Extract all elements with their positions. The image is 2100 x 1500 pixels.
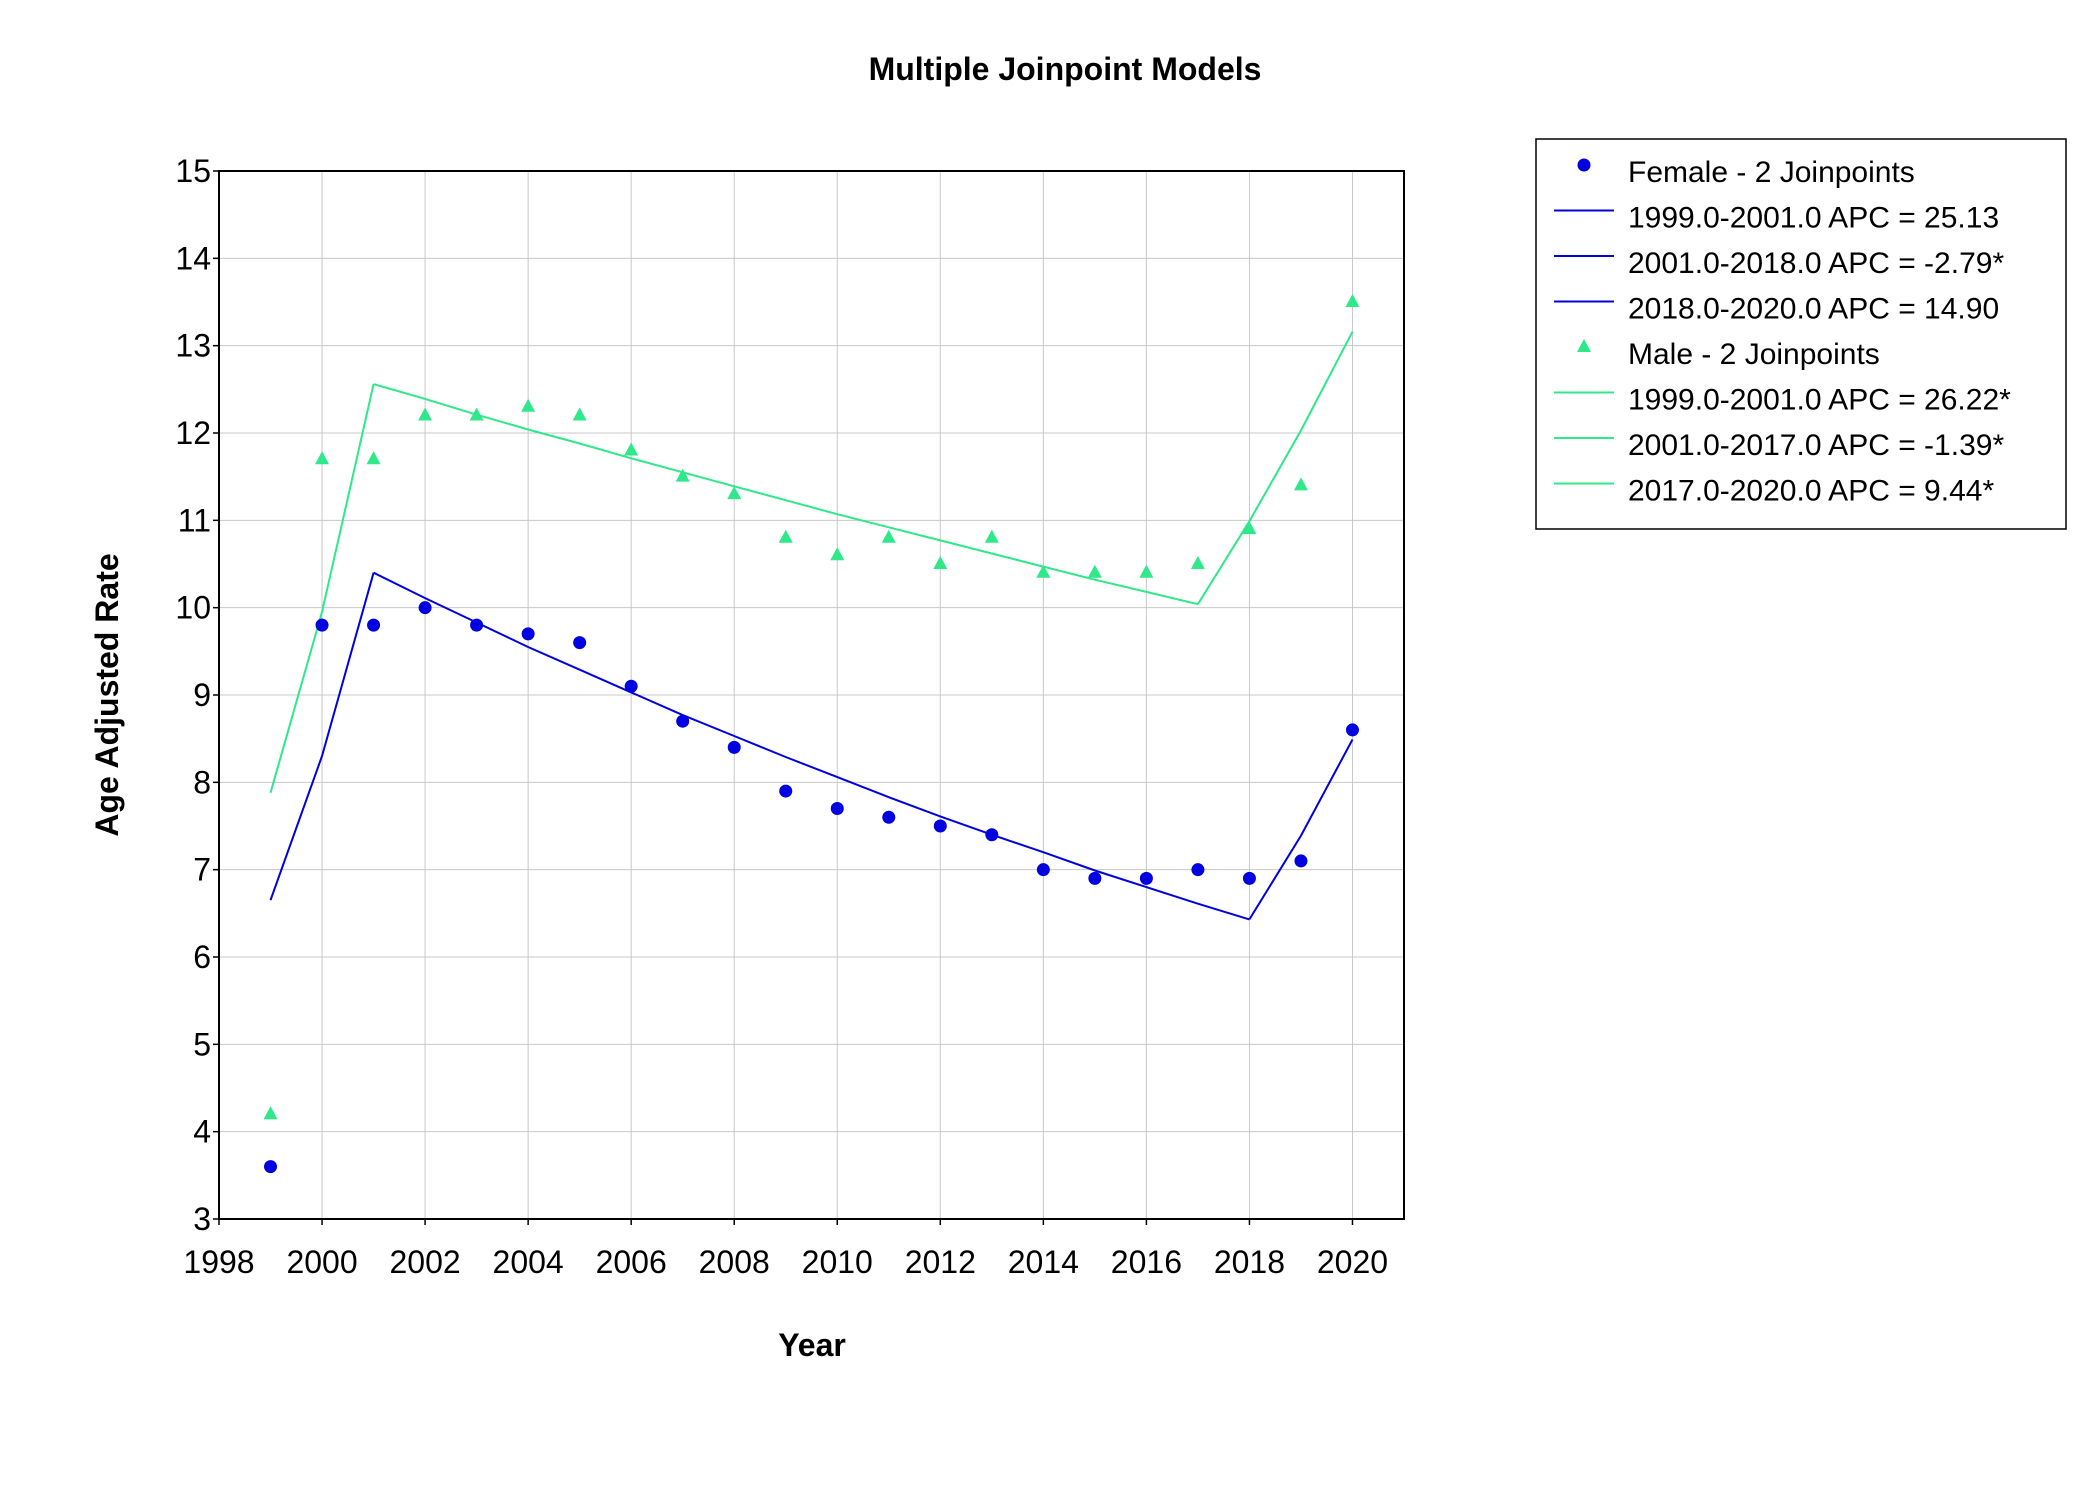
female-data-point bbox=[418, 601, 432, 615]
chart-title: Multiple Joinpoint Models bbox=[869, 51, 1262, 87]
y-tick-label: 14 bbox=[175, 240, 211, 276]
x-tick-label: 2012 bbox=[905, 1244, 976, 1280]
male-legend-marker bbox=[1577, 339, 1591, 352]
fit-lines bbox=[269, 331, 1354, 921]
x-tick-label: 2010 bbox=[802, 1244, 873, 1280]
y-tick-label: 15 bbox=[175, 153, 211, 189]
x-tick-label: 2004 bbox=[493, 1244, 564, 1280]
male-legend-segment-label: 2001.0-2017.0 APC = -1.39* bbox=[1628, 429, 2004, 462]
y-axis-title: Age Adjusted Rate bbox=[89, 553, 125, 836]
female-legend-segment-label: 2018.0-2020.0 APC = 14.90 bbox=[1628, 293, 1999, 326]
female-data-point bbox=[933, 819, 947, 833]
male-data-point bbox=[1190, 556, 1205, 569]
y-tick-label: 9 bbox=[193, 677, 211, 713]
female-data-point bbox=[264, 1160, 278, 1174]
male-data-point bbox=[727, 486, 742, 500]
male-legend-segment-label: 2017.0-2020.0 APC = 9.44* bbox=[1628, 475, 1994, 508]
y-tick-label: 8 bbox=[193, 764, 211, 800]
male-data-point bbox=[984, 529, 999, 543]
male-data-point bbox=[418, 407, 433, 421]
x-axis-title: Year bbox=[778, 1327, 846, 1363]
legend-box bbox=[1535, 138, 2067, 530]
x-tick-label: 2006 bbox=[596, 1244, 667, 1280]
y-tick-label: 10 bbox=[175, 590, 211, 626]
y-tick-label: 5 bbox=[193, 1026, 211, 1062]
male-data-point bbox=[1087, 564, 1102, 578]
y-axis-ticks: 3 4 5 6 7 8 9 10 11 12 13 14 15 bbox=[175, 153, 219, 1237]
y-tick-label: 11 bbox=[178, 502, 211, 538]
female-data-point bbox=[1036, 863, 1050, 877]
female-data-point bbox=[985, 828, 999, 842]
male-data-point bbox=[1139, 564, 1154, 578]
observed-points bbox=[263, 294, 1360, 1174]
x-tick-label: 2002 bbox=[389, 1244, 460, 1280]
female-data-point bbox=[1139, 871, 1153, 885]
grid-lines bbox=[218, 170, 1404, 1220]
male-data-point bbox=[315, 451, 330, 465]
female-legend-segment-label: 2001.0-2018.0 APC = -2.79* bbox=[1628, 247, 2004, 280]
female-data-point bbox=[1294, 854, 1308, 868]
female-data-point bbox=[1191, 863, 1205, 877]
male-data-point bbox=[675, 468, 690, 482]
female-legend-segment-label: 1999.0-2001.0 APC = 25.13 bbox=[1628, 202, 1999, 235]
female-data-point bbox=[779, 784, 793, 798]
male-data-point bbox=[572, 407, 587, 421]
x-tick-label: 2014 bbox=[1008, 1244, 1079, 1280]
male-fit-segment bbox=[373, 383, 1199, 606]
legend: Female - 2 Joinpoints 1999.0-2001.0 APC =… bbox=[1535, 138, 2067, 530]
x-tick-label: 2020 bbox=[1317, 1244, 1388, 1280]
male-data-point bbox=[1242, 521, 1257, 535]
male-fit-segment bbox=[269, 383, 375, 794]
y-tick-label: 13 bbox=[175, 328, 211, 364]
legend-entries: Female - 2 Joinpoints 1999.0-2001.0 APC =… bbox=[1554, 156, 2011, 508]
female-data-point bbox=[727, 740, 741, 754]
x-tick-label: 1998 bbox=[183, 1244, 254, 1280]
male-data-point bbox=[1293, 477, 1308, 491]
male-data-point bbox=[881, 529, 896, 543]
female-data-point bbox=[676, 714, 690, 728]
male-data-point bbox=[366, 451, 381, 465]
female-data-point bbox=[573, 636, 587, 650]
female-legend-label: Female - 2 Joinpoints bbox=[1628, 156, 1915, 189]
female-data-point bbox=[882, 810, 896, 824]
x-axis-ticks: 1998 2000 2002 2004 2006 2008 2010 2012 2014 2016… bbox=[183, 1219, 1388, 1280]
y-tick-label: 6 bbox=[193, 939, 211, 975]
female-fit-segment bbox=[373, 571, 1250, 921]
x-tick-label: 2016 bbox=[1111, 1244, 1182, 1280]
female-data-point bbox=[624, 679, 638, 693]
female-data-point bbox=[470, 618, 484, 632]
female-fit-segment bbox=[1248, 739, 1354, 920]
x-tick-label: 2008 bbox=[699, 1244, 770, 1280]
female-fit-segment bbox=[269, 572, 375, 901]
male-data-point bbox=[778, 529, 793, 543]
y-tick-label: 3 bbox=[193, 1201, 211, 1237]
male-fit-segment bbox=[1197, 331, 1354, 605]
x-tick-label: 2018 bbox=[1214, 1244, 1285, 1280]
female-legend-marker bbox=[1577, 158, 1591, 172]
male-data-point bbox=[830, 547, 845, 561]
male-data-point bbox=[263, 1106, 278, 1120]
female-data-point bbox=[1088, 871, 1102, 885]
female-data-point bbox=[830, 802, 844, 816]
x-tick-label: 2000 bbox=[286, 1244, 357, 1280]
male-data-point bbox=[521, 398, 536, 412]
male-legend-label: Male - 2 Joinpoints bbox=[1628, 338, 1880, 371]
female-data-point bbox=[315, 618, 329, 632]
male-legend-segment-label: 1999.0-2001.0 APC = 26.22* bbox=[1628, 384, 2011, 417]
female-data-point bbox=[1345, 723, 1359, 737]
y-tick-label: 4 bbox=[193, 1114, 211, 1150]
male-data-point bbox=[1036, 564, 1051, 578]
male-data-point bbox=[933, 556, 948, 569]
male-data-point bbox=[1345, 294, 1360, 307]
male-data-point bbox=[469, 407, 484, 421]
y-tick-label: 7 bbox=[193, 852, 211, 888]
y-tick-label: 12 bbox=[175, 415, 211, 451]
male-data-point bbox=[624, 442, 639, 456]
female-data-point bbox=[1242, 871, 1256, 885]
female-data-point bbox=[367, 618, 381, 632]
female-data-point bbox=[521, 627, 535, 641]
